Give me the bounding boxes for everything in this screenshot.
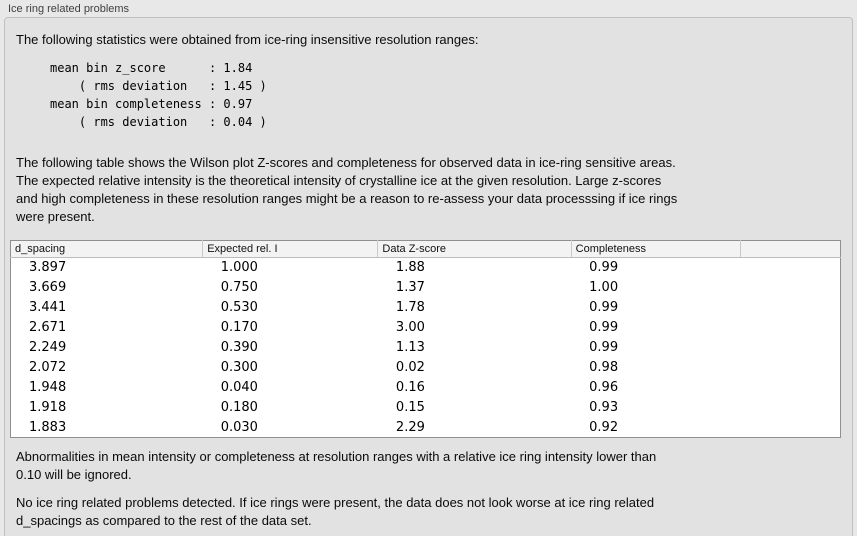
ice-ring-results-table: d_spacing Expected rel. I Data Z-score C…: [10, 240, 841, 438]
description-line: The following table shows the Wilson plo…: [16, 155, 676, 170]
table-cell: 0.040: [220, 380, 258, 395]
table-cell: 1.00: [589, 280, 619, 295]
table-cell: 1.000: [220, 260, 258, 276]
table-cell: 0.99: [589, 320, 619, 335]
conclusion-line: d_spacings as compared to the rest of th…: [16, 513, 312, 528]
col-header-d-spacing: d_spacing: [10, 240, 204, 258]
table-cell: 1.883: [29, 419, 67, 435]
table-cell: 0.02: [395, 360, 425, 375]
col-header-data-z-score: Data Z-score: [377, 240, 572, 258]
ice-table-body: 3.897 1.000 1.88 0.99 3.669 0.750 1.37 1.00 3.44…: [11, 258, 841, 438]
table-cell: [740, 418, 840, 438]
conclusion-text: No ice ring related problems detected. I…: [16, 494, 654, 530]
description-line: and high completeness in these resolutio…: [16, 191, 678, 206]
table-row: 1.918 0.180 0.15 0.93: [11, 398, 841, 418]
description-line: The expected relative intensity is the t…: [16, 173, 662, 188]
col-header-empty: [740, 240, 841, 258]
description-text: The following table shows the Wilson plo…: [16, 154, 677, 226]
table-cell: 3.00: [395, 320, 425, 335]
table-cell: [740, 338, 840, 358]
table-cell: 0.96: [589, 380, 619, 395]
table-row: 3.897 1.000 1.88 0.99: [11, 258, 841, 278]
table-cell: 0.170: [220, 320, 258, 335]
table-cell: 0.93: [589, 400, 619, 415]
table-cell: 0.030: [220, 419, 258, 435]
statistics-block: mean bin z_score : 1.84 ( rms deviation …: [50, 61, 267, 129]
table-row: 3.669 0.750 1.37 1.00: [11, 278, 841, 298]
table-cell: [740, 378, 840, 398]
table-cell: 0.180: [220, 400, 258, 415]
table-cell: 0.99: [589, 340, 619, 355]
table-cell: [740, 358, 840, 378]
table-row: 2.671 0.170 3.00 0.99: [11, 318, 841, 338]
table-row: 2.072 0.300 0.02 0.98: [11, 358, 841, 378]
table-cell: 0.99: [589, 300, 619, 315]
table-cell: 1.88: [395, 260, 425, 276]
table-cell: 2.671: [29, 320, 67, 335]
ignore-note-line: 0.10 will be ignored.: [16, 467, 132, 482]
table-cell: 0.98: [589, 360, 619, 375]
panel-title: Ice ring related problems: [8, 3, 130, 15]
table-cell: 2.072: [29, 360, 67, 375]
table-cell: 0.15: [395, 400, 425, 415]
table-cell: 3.669: [29, 280, 67, 295]
table-cell: 2.29: [395, 419, 425, 435]
table-row: 3.441 0.530 1.78 0.99: [11, 298, 841, 318]
ignore-note-text: Abnormalities in mean intensity or compl…: [16, 448, 656, 484]
ignore-note-line: Abnormalities in mean intensity or compl…: [16, 449, 657, 464]
table-cell: 3.897: [29, 260, 67, 276]
table-cell: [740, 398, 840, 418]
table-cell: 0.530: [220, 300, 258, 315]
table-cell: [740, 298, 840, 318]
table-cell: 2.249: [29, 340, 67, 355]
col-header-expected-rel-i: Expected rel. I: [202, 240, 379, 258]
table-cell: 3.441: [29, 300, 67, 315]
table-cell: 1.78: [395, 300, 425, 315]
conclusion-line: No ice ring related problems detected. I…: [16, 495, 655, 510]
table-cell: 0.99: [589, 260, 619, 276]
table-cell: [740, 318, 840, 338]
table-cell: 0.92: [589, 419, 619, 435]
table-cell: [740, 258, 840, 278]
table-cell: 0.390: [220, 340, 258, 355]
table-cell: 1.13: [395, 340, 425, 355]
table-cell: 0.300: [220, 360, 258, 375]
table-row: 1.883 0.030 2.29 0.92: [11, 418, 841, 438]
table-header-row: d_spacing Expected rel. I Data Z-score C…: [10, 240, 841, 258]
table-cell: 1.918: [29, 400, 67, 415]
col-header-completeness: Completeness: [571, 240, 741, 258]
table-cell: 0.16: [395, 380, 425, 395]
table-row: 1.948 0.040 0.16 0.96: [11, 378, 841, 398]
table-cell: 0.750: [220, 280, 258, 295]
table-cell: [740, 278, 840, 298]
description-line: were present.: [16, 209, 95, 224]
table-cell: 1.37: [395, 280, 425, 295]
intro-text: The following statistics were obtained f…: [16, 32, 479, 47]
table-cell: 1.948: [29, 380, 67, 395]
table-row: 2.249 0.390 1.13 0.99: [11, 338, 841, 358]
